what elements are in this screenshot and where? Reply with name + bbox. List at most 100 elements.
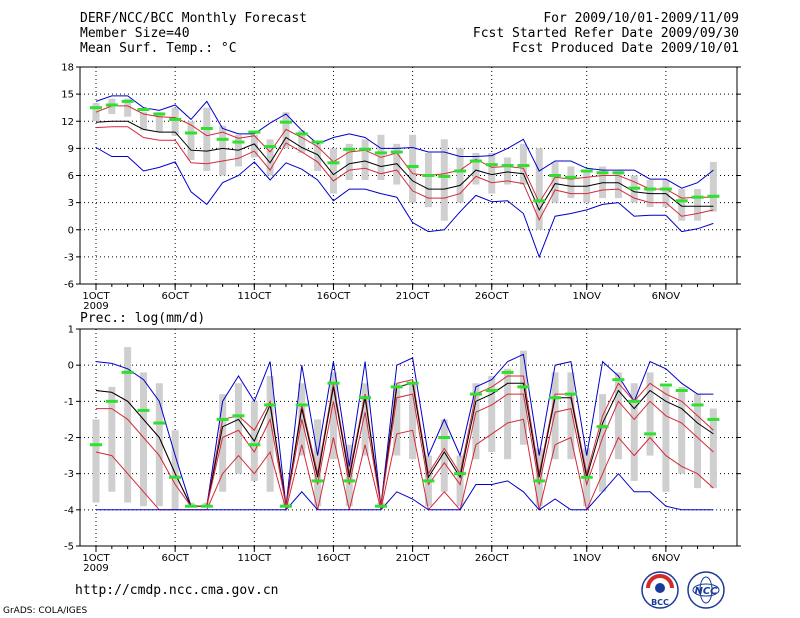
temp-median-mark [327, 161, 340, 165]
temp-spread-box [329, 148, 337, 194]
ncc-logo-text: NCC [694, 586, 718, 597]
prec-spread-box [567, 372, 575, 460]
prec-spread-box [361, 383, 369, 456]
prec-ytick-label: -2 [64, 433, 74, 444]
temp-median-mark [374, 151, 387, 155]
temp-spread-box [535, 148, 543, 230]
temp-spread-box [266, 139, 274, 176]
temp-median-mark [422, 174, 435, 177]
temp-median-mark [644, 187, 657, 191]
prec-spread-box [599, 394, 607, 492]
precip-title: Prec.: log(mm/d) [80, 311, 205, 326]
prec-spread-box [329, 372, 337, 460]
prec-median-mark [644, 432, 657, 436]
temp-spread-box [139, 112, 147, 131]
prec-median-mark [200, 504, 213, 508]
prec-median-mark [549, 396, 562, 400]
prec-spread-box [171, 430, 179, 510]
prec-median-mark [90, 443, 102, 447]
temp-spread-box [456, 148, 464, 203]
temp-spread-box [314, 143, 322, 171]
temp-median-mark [248, 130, 261, 134]
temp-xtick-label: 1OCT [82, 291, 110, 302]
prec-spread-box [519, 350, 527, 445]
temp-spread-box [567, 166, 575, 199]
prec-median-mark [121, 370, 134, 374]
temp-median-mark [359, 147, 372, 151]
temp-median-mark [105, 103, 118, 107]
temp-ytick-label: 9 [68, 144, 74, 155]
prec-xtick-sublabel: 2009 [83, 563, 108, 574]
prec-median-mark [311, 479, 324, 483]
prec-ytick-label: -4 [64, 505, 74, 516]
temp-spread-box [694, 189, 702, 221]
prec-median-mark [564, 392, 577, 396]
prec-median-mark [153, 421, 166, 425]
prec-series-min [96, 472, 714, 511]
temp-spread-box [155, 112, 163, 133]
prec-median-mark [533, 479, 546, 483]
prec-ytick-label: -5 [64, 542, 74, 553]
temp-xtick-label: 1NOV [573, 291, 602, 302]
prec-spread-box [488, 376, 496, 452]
temp-median-mark [501, 164, 514, 168]
prec-median-mark [216, 417, 229, 421]
prec-xtick-label: 26OCT [475, 553, 510, 564]
temp-spread-box [361, 139, 369, 181]
temp-xtick-label: 16OCT [317, 291, 352, 302]
prec-median-mark [169, 475, 182, 479]
prec-median-mark [691, 403, 704, 407]
prec-spread-box [393, 383, 401, 456]
prec-spread-box [124, 347, 132, 503]
prec-median-mark [675, 388, 688, 392]
prec-spread-box [219, 394, 227, 492]
prec-spread-box [504, 368, 512, 460]
temp-series-min [95, 147, 714, 259]
temp-xtick-label: 26OCT [475, 291, 510, 302]
temp-median-mark [533, 199, 546, 203]
grads-credit: GrADS: COLA/IGES [3, 606, 88, 616]
prec-xtick-label: 11OCT [237, 553, 272, 564]
temp-spread-box [488, 152, 496, 194]
temp-spread-box [219, 125, 227, 176]
prec-spread-box [709, 408, 717, 489]
temp-spread-box [583, 170, 591, 203]
temp-median-mark [137, 107, 150, 111]
start-date-line: Fcst Started Refer Date 2009/09/30 [472, 26, 739, 41]
temp-ytick-label: -3 [64, 252, 74, 263]
prec-median-mark [105, 399, 118, 403]
temp-ytick-label: 3 [68, 198, 74, 209]
title-line: DERF/NCC/BCC Monthly Forecast [80, 11, 307, 26]
temp-median-mark [264, 145, 277, 149]
prec-spread-box [155, 383, 163, 507]
temp-median-mark [343, 147, 356, 151]
temp-xtick-label: 6NOV [652, 291, 681, 302]
temp-spread-box [298, 130, 306, 153]
temp-median-mark [675, 199, 688, 203]
temp-median-mark [612, 171, 625, 175]
prec-series-q1 [96, 393, 714, 507]
prec-median-mark [612, 378, 625, 382]
prec-median-mark [343, 479, 356, 483]
temp-median-mark [596, 171, 609, 175]
prec-xtick-label: 1NOV [573, 553, 602, 564]
temp-median-mark [406, 164, 419, 168]
source-url[interactable]: http://cmdp.ncc.cma.gov.cn [75, 583, 279, 598]
temp-median-mark [390, 150, 403, 154]
temp-xtick-label: 21OCT [396, 291, 431, 302]
temp-xtick-sublabel: 2009 [83, 301, 108, 312]
prec-spread-box [678, 386, 686, 474]
prec-spread-box [234, 383, 242, 474]
temp-series-q3 [95, 105, 714, 204]
temp-spread-box [678, 189, 686, 221]
prec-spread-box [456, 455, 464, 507]
temp-median-mark [564, 175, 577, 179]
prec-median-mark [184, 504, 197, 508]
bcc-logo-text: BCC [651, 598, 669, 607]
prec-median-mark [422, 479, 435, 483]
prec-spread-box [694, 394, 702, 489]
temp-spread-box [187, 121, 195, 161]
prec-median-mark [137, 408, 150, 412]
temp-median-mark [469, 159, 482, 163]
